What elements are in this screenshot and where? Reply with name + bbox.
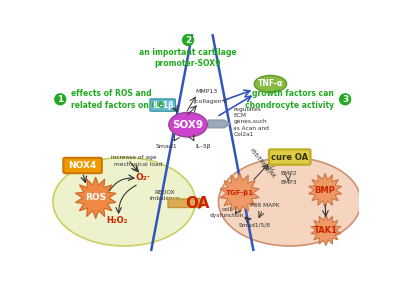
Text: cure OA: cure OA (271, 153, 308, 162)
FancyBboxPatch shape (63, 158, 102, 173)
Ellipse shape (169, 113, 207, 137)
Text: IL-1β: IL-1β (152, 101, 174, 110)
Text: MMP13: MMP13 (195, 89, 217, 94)
Text: MPC: MPC (262, 166, 276, 171)
Circle shape (182, 34, 194, 46)
Text: effects of ROS and
related factors on OA: effects of ROS and related factors on OA (71, 89, 164, 110)
Text: cell
dysfunction: cell dysfunction (210, 207, 244, 218)
Polygon shape (220, 173, 259, 213)
Text: P38 MAPK: P38 MAPK (250, 203, 280, 208)
Text: BMP2: BMP2 (280, 171, 296, 177)
Text: regulates
ECM
genes,such
as Acan and
Col2a1: regulates ECM genes,such as Acan and Col… (234, 107, 269, 137)
FancyBboxPatch shape (269, 149, 310, 165)
Text: increase of age: increase of age (111, 155, 157, 160)
Text: TGF-β1: TGF-β1 (226, 190, 254, 196)
Text: an important cartilage
promoter-SOX9: an important cartilage promoter-SOX9 (139, 48, 237, 69)
FancyArrow shape (208, 120, 230, 128)
Text: TAK1: TAK1 (314, 226, 338, 235)
Polygon shape (75, 177, 116, 219)
Circle shape (339, 93, 351, 105)
Text: H₂O₂: H₂O₂ (106, 217, 127, 225)
Circle shape (54, 93, 66, 105)
Text: P38/ERK-1/JNK: P38/ERK-1/JNK (248, 147, 276, 179)
Text: BMP3: BMP3 (280, 180, 296, 185)
FancyBboxPatch shape (150, 99, 175, 111)
Text: growth factors can
chondrocyte activity: growth factors can chondrocyte activity (245, 89, 334, 110)
Ellipse shape (218, 157, 361, 246)
Polygon shape (309, 173, 342, 207)
Text: REDOX
imbalance: REDOX imbalance (150, 190, 180, 201)
Text: Smad1: Smad1 (156, 144, 177, 149)
Text: ROS: ROS (85, 193, 106, 202)
Ellipse shape (53, 157, 195, 246)
Text: TNF-α: TNF-α (258, 80, 283, 88)
Text: BMP: BMP (315, 186, 336, 195)
Text: mechanical load: mechanical load (114, 162, 162, 167)
Text: 3: 3 (342, 95, 348, 104)
Text: NOX4: NOX4 (68, 161, 97, 170)
Ellipse shape (254, 75, 287, 92)
Text: 2: 2 (185, 36, 191, 45)
Text: IL-3β: IL-3β (196, 144, 211, 149)
Polygon shape (311, 215, 341, 246)
Text: SOX9: SOX9 (172, 120, 204, 130)
Text: OA: OA (185, 196, 210, 211)
Text: 1: 1 (57, 95, 63, 104)
Text: O₂·: O₂· (136, 173, 151, 182)
Text: collagen II: collagen II (195, 99, 227, 104)
FancyArrow shape (168, 198, 206, 209)
Text: Smad1/5/8: Smad1/5/8 (238, 222, 270, 227)
